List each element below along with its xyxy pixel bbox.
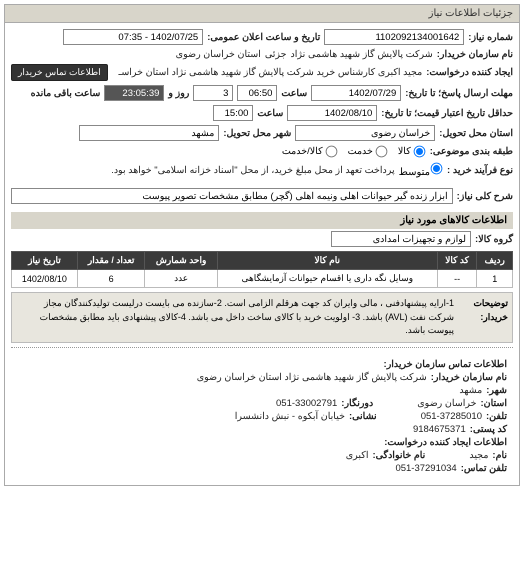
goods-table-header-row: ردیف کد کالا نام کالا واحد شمارش تعداد /… [12,252,513,270]
c-org: شرکت پالایش گاز شهید هاشمی نژاد استان خر… [197,372,427,383]
deadline-until-time: 06:50 [237,85,277,101]
cell-code: -- [437,270,477,288]
loc-city: مشهد [79,125,219,141]
goods-group-label: گروه کالا: [475,234,513,245]
process-note: پرداخت تعهد از محل مبلغ خرید، از محل "اس… [111,165,394,176]
loc-city-label: شهر محل تحویل: [223,128,291,139]
radio-goods[interactable] [413,146,425,158]
deadline-remain-time: 23:05:39 [104,85,164,101]
province-part-label: جزئی [265,49,287,60]
loc-province: خراسان رضوی [295,125,435,141]
radio-service[interactable] [376,146,388,158]
row-budget: طبقه بندی موضوعی: کالا خدمت کالا/خدمت [11,143,513,160]
cell-unit: عدد [145,270,217,288]
c-phone: 051-37285010 [421,411,482,422]
divider [11,347,513,348]
panel-body: شماره نیاز: 1102092134001642 تاریخ و ساع… [5,23,519,485]
c-lname: اکبری [346,450,369,461]
cell-name: وسایل نگه داری یا اقسام حیوانات آزمایشگا… [217,270,437,288]
cell-date: 1402/08/10 [12,270,78,288]
process-label: نوع فرآیند خرید : [447,165,513,176]
contact-sub-title: اطلاعات ایجاد کننده درخواست: [384,437,507,448]
row-creator: ایجاد کننده درخواست: مجید اکبری کارشناس … [11,62,513,83]
row-process: نوع فرآیند خرید : متوسط پرداخت تعهد از م… [11,160,513,180]
need-text: ابزار زنده گیر حیوانات اهلی ونیمه اهلی (… [11,188,453,204]
c-phone-label: تلفن: [486,411,507,422]
row-goods-group: گروه کالا: لوازم و تجهیزات امدادی [11,229,513,249]
province-value: استان خراسان رضوی [176,49,261,60]
valid-date: 1402/08/10 [287,105,377,121]
budget-opt-both[interactable]: کالا/خدمت [282,145,338,158]
table-row[interactable]: 1 -- وسایل نگه داری یا اقسام حیوانات آزم… [12,270,513,288]
explain-text: 1-ارایه پیشنهادفنی ، مالی وایران کد جهت … [16,297,454,338]
c-postal-label: کد پستی: [470,424,507,435]
c-province: خراسان رضوی [417,398,476,409]
goods-group-value: لوازم و تجهیزات امدادی [331,231,471,247]
row-deadline: مهلت ارسال پاسخ؛ تا تاریخ: 1402/07/29 سا… [11,83,513,103]
deadline-days-label: روز و [168,88,189,99]
col-code: کد کالا [437,252,477,270]
buyer-value: شرکت پالایش گاز شهید هاشمی نژاد [291,49,433,60]
c-fax: 051-33002791 [276,398,337,409]
buyer-label: نام سازمان خریدار: [437,49,513,60]
deadline-until-date: 1402/07/29 [311,85,401,101]
row-need-desc: شرح کلی نیاز: ابزار زنده گیر حیوانات اهل… [11,186,513,206]
need-label: شرح کلی نیاز: [457,191,513,202]
deadline-days: 3 [193,85,233,101]
cell-row: 1 [477,270,513,288]
col-date: تاریخ نیاز [12,252,78,270]
c-name: مجید [469,450,488,461]
col-row: ردیف [477,252,513,270]
col-unit: واحد شمارش [145,252,217,270]
announce-label: تاریخ و ساعت اعلان عمومی: [207,32,320,43]
c-cphone: 051-37291034 [395,463,456,474]
budget-opt-service[interactable]: خدمت [348,145,388,158]
valid-time: 15:00 [213,105,253,121]
budget-radio-group: کالا خدمت کالا/خدمت [282,145,426,158]
radio-mid[interactable] [431,163,443,175]
row-valid: حداقل تاریخ اعتبار قیمت؛ تا تاریخ: 1402/… [11,103,513,123]
c-postal: 9184675371 [413,424,466,435]
loc-province-label: استان محل تحویل: [439,128,513,139]
c-city-label: شهر: [486,385,507,396]
c-city: مشهد [459,385,482,396]
deadline-until-time-label: ساعت [281,88,307,99]
row-location: استان محل تحویل: خراسان رضوی شهر محل تحو… [11,123,513,143]
budget-opt-goods[interactable]: کالا [398,145,426,158]
need-details-panel: جزئیات اطلاعات نیاز شماره نیاز: 11020921… [4,4,520,486]
col-qty: تعداد / مقدار [77,252,145,270]
row-request-no: شماره نیاز: 1102092134001642 تاریخ و ساع… [11,27,513,47]
contact-title: اطلاعات تماس سازمان خریدار: [384,359,507,370]
c-cphone-label: تلفن تماس: [461,463,507,474]
request-no-field: 1102092134001642 [324,29,464,45]
c-addr: خیابان آبکوه - نبش دانشسرا [235,411,345,422]
explain-label: توضیحات خریدار: [460,297,508,338]
deadline-remain-label: ساعت باقی مانده [31,88,101,99]
radio-both[interactable] [325,146,337,158]
goods-table: ردیف کد کالا نام کالا واحد شمارش تعداد /… [11,251,513,288]
process-opt-mid[interactable]: متوسط [399,162,443,178]
cell-qty: 6 [77,270,145,288]
c-name-label: نام: [492,450,507,461]
c-lname-label: نام خانوادگی: [372,450,425,461]
request-no-label: شماره نیاز: [468,32,513,43]
goods-section-title: اطلاعات کالاهای مورد نیاز [11,212,513,229]
budget-label: طبقه بندی موضوعی: [430,146,513,157]
contact-section: اطلاعات تماس سازمان خریدار: نام سازمان خ… [11,352,513,481]
col-name: نام کالا [217,252,437,270]
valid-time-label: ساعت [257,108,283,119]
c-province-label: استان: [480,398,507,409]
row-buyer: نام سازمان خریدار: شرکت پالایش گاز شهید … [11,47,513,62]
c-fax-label: دورنگار: [341,398,373,409]
buyer-contact-button[interactable]: اطلاعات تماس خریدار [11,64,108,81]
panel-title: جزئیات اطلاعات نیاز [5,5,519,23]
c-org-label: نام سازمان خریدار: [431,372,507,383]
valid-label: حداقل تاریخ اعتبار قیمت؛ تا تاریخ: [381,108,513,119]
deadline-until-label: مهلت ارسال پاسخ؛ تا تاریخ: [405,88,513,99]
creator-value: مجید اکبری کارشناس خرید شرکت پالایش گاز … [112,67,423,78]
c-addr-label: نشانی: [349,411,377,422]
creator-label: ایجاد کننده درخواست: [426,67,513,78]
buyer-explain-box: توضیحات خریدار: 1-ارایه پیشنهادفنی ، مال… [11,292,513,343]
announce-field: 1402/07/25 - 07:35 [63,29,203,45]
